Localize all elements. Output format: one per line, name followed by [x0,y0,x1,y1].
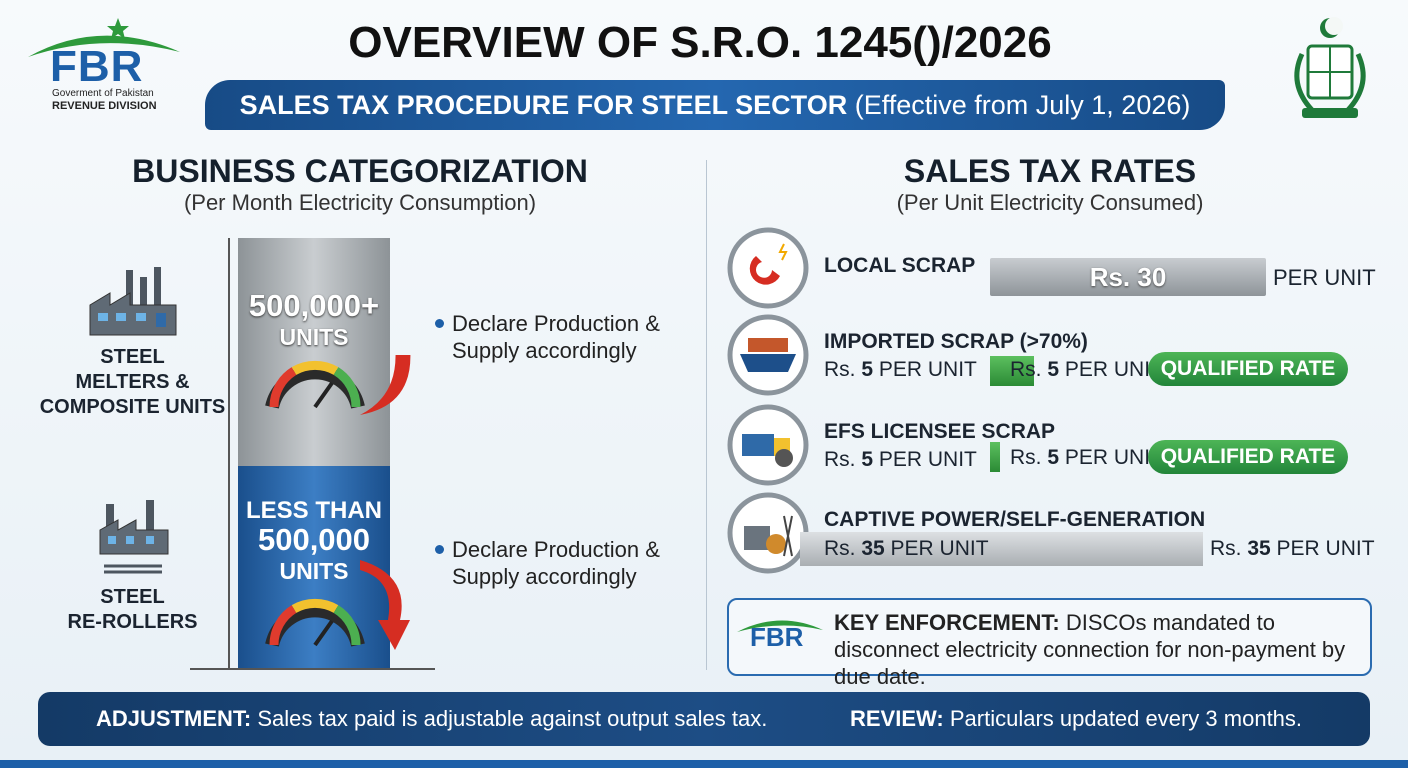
subtitle-main: SALES TAX PROCEDURE FOR STEEL SECTOR [239,90,848,120]
logo-line: REVENUE DIVISION [52,100,157,112]
footer-adjustment: ADJUSTMENT: Sales tax paid is adjustable… [96,706,767,732]
rate-right: Rs. 5 PER UNIT [1010,358,1163,382]
rate-right: Rs. 5 PER UNIT [1010,446,1163,470]
bullet-text: Declare Production & Supply accordingly [452,536,660,590]
pillar-top [238,238,390,466]
rate-name: IMPORTED SCRAP (>70%) [824,330,1088,353]
label-line: RE-ROLLERS [67,611,198,633]
footer-review: REVIEW: Particulars updated every 3 mont… [850,706,1302,732]
rate-name: EFS LICENSEE SCRAP [824,420,1056,443]
rate-bar [990,258,1266,296]
rate-bar [990,442,1000,472]
footer-text: Sales tax paid is adjustable against out… [257,706,768,731]
prefix: Rs. [824,358,856,381]
prefix: Rs. [1010,446,1042,469]
amount: 35 [1247,537,1271,560]
section-heading: SALES TAX RATES [903,153,1197,189]
rate-suffix: PER UNIT [1273,265,1376,290]
note-line: Declare Production & [452,311,660,336]
unit: PER UNIT [1276,537,1375,560]
factory-icon [89,267,177,336]
base-line [190,668,435,670]
enforcement-text: KEY ENFORCEMENT: DISCOs mandated to disc… [834,609,1359,690]
rate-name: CAPTIVE POWER/SELF-GENERATION [824,508,1206,531]
badge: QUALIFIED RATE [1148,440,1348,474]
subtitle-banner [205,80,1225,130]
footer-label: REVIEW: [850,706,944,731]
category-label: STEEL MELTERS & COMPOSITE UNITS [30,345,235,420]
prefix: Rs. [1010,358,1042,381]
label-line: STEEL [100,586,165,608]
enforcement-logo: FBR [750,622,804,652]
rate-bar [800,532,1203,566]
rate-name: LOCAL SCRAP [824,254,976,277]
unit: UNITS [279,324,349,350]
amount: 5 [861,358,874,381]
bottom-strip [0,760,1408,768]
fbr-logo [28,18,180,57]
prefix: Rs. [824,537,856,560]
title: OVERVIEW OF S.R.O. 1245()/2026 [348,18,1052,67]
enforcement-body: DISCOs mandated to disconnect electricit… [834,610,1346,689]
rate-right: Rs. 35 PER UNIT [1210,537,1375,561]
amount: 35 [861,537,885,560]
amount: 5 [1047,446,1060,469]
prefix: Rs. [824,448,856,471]
unit: PER UNIT [890,537,989,560]
bullet [435,319,444,328]
bullet-text: Declare Production & Supply accordingly [452,310,660,364]
rate-left: Rs. 35 PER UNIT [824,537,989,561]
amount: 5 [861,448,874,471]
emblem [1294,17,1366,118]
bracket [228,238,230,670]
logo-line: Goverment of Pakistan [52,88,154,99]
gauges [265,355,411,650]
rate-left: Rs. 5 PER UNIT [824,448,977,472]
factory-icon [99,500,169,574]
unit: UNITS [279,558,349,584]
note-line: Supply accordingly [452,338,637,363]
threshold: 500,000 [257,522,371,557]
label-line: STEEL [100,346,165,368]
enforcement-box [727,598,1372,676]
subtitle: SALES TAX PROCEDURE FOR STEEL SECTOR (Ef… [205,90,1225,121]
note-line: Declare Production & [452,537,660,562]
subtitle-note: (Effective from July 1, 2026) [854,90,1191,120]
unit: PER UNIT [878,448,977,471]
unit: PER UNIT [1064,446,1163,469]
enforcement-label: KEY ENFORCEMENT: [834,610,1060,635]
rate-left: Rs. 5 PER UNIT [824,358,977,382]
enforcement-logo-swoosh [737,620,823,632]
footer-bar [38,692,1370,746]
logo-text: FBR [50,42,144,91]
badge: QUALIFIED RATE [1148,352,1348,386]
rate-icons [727,227,809,574]
bullet [435,545,444,554]
prefix: Rs. [1210,537,1242,560]
rate-bar-text: Rs. 30 [1089,262,1167,292]
unit: PER UNIT [878,358,977,381]
note-line: Supply accordingly [452,564,637,589]
footer-label: ADJUSTMENT: [96,706,252,731]
threshold: 500,000+ [248,288,380,323]
threshold: LESS THAN [245,497,382,524]
label-line: MELTERS & [75,371,190,393]
section-subheading: (Per Unit Electricity Consumed) [896,190,1204,215]
footer-text: Particulars updated every 3 months. [949,706,1303,731]
divider [706,160,707,670]
category-label: STEEL RE-ROLLERS [30,585,235,635]
section-subheading: (Per Month Electricity Consumption) [183,190,537,215]
label-line: COMPOSITE UNITS [39,396,226,418]
unit: PER UNIT [1064,358,1163,381]
amount: 5 [1047,358,1060,381]
rate-bar [990,356,1034,386]
section-heading: BUSINESS CATEGORIZATION [132,153,588,189]
